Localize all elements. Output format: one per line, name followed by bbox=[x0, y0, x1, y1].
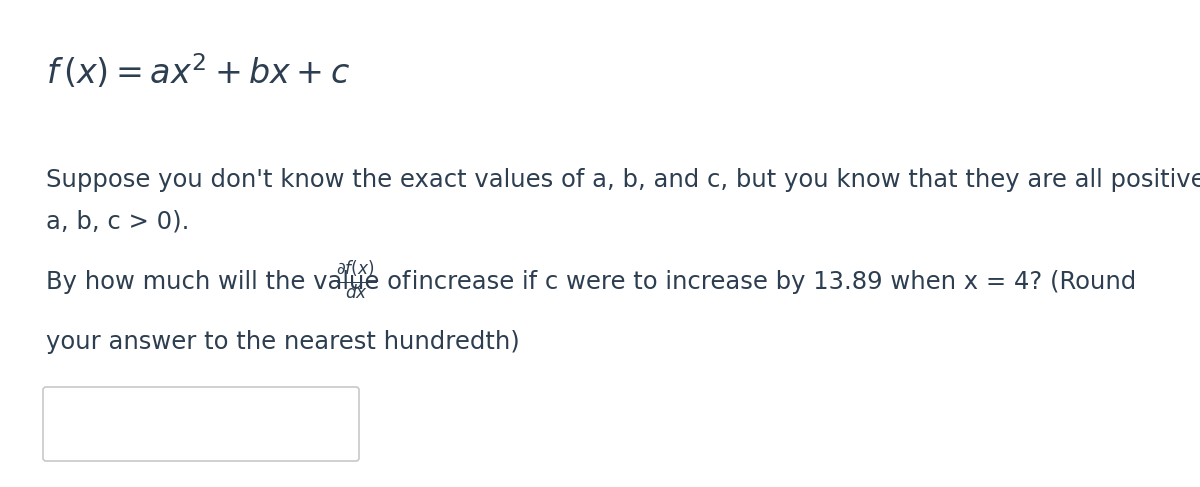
Text: a, b, c > 0).: a, b, c > 0). bbox=[46, 210, 190, 234]
Text: By how much will the value of: By how much will the value of bbox=[46, 270, 419, 294]
Text: increase if c were to increase by 13.89 when x = 4? (Round: increase if c were to increase by 13.89 … bbox=[404, 270, 1136, 294]
Text: $\frac{\partial f(x)}{dx}$: $\frac{\partial f(x)}{dx}$ bbox=[336, 260, 376, 302]
Text: your answer to the nearest hundredth): your answer to the nearest hundredth) bbox=[46, 330, 520, 354]
FancyBboxPatch shape bbox=[43, 387, 359, 461]
Text: $f\,(x) = ax^2 + bx + c$: $f\,(x) = ax^2 + bx + c$ bbox=[46, 52, 350, 91]
Text: Suppose you don't know the exact values of a, b, and c, but you know that they a: Suppose you don't know the exact values … bbox=[46, 168, 1200, 192]
